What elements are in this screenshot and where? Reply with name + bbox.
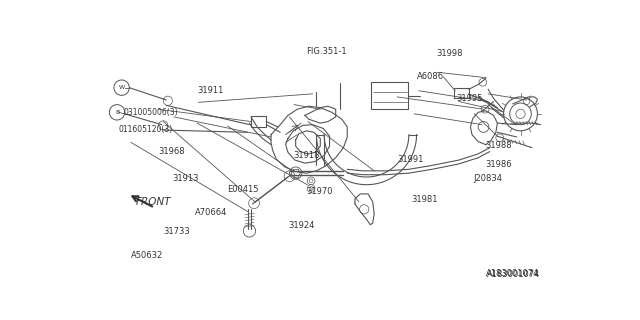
- Text: A50632: A50632: [131, 251, 163, 260]
- Text: A183001074: A183001074: [486, 269, 539, 278]
- Text: 31924: 31924: [289, 221, 315, 230]
- Bar: [371, 82, 408, 109]
- Text: 31988: 31988: [486, 141, 513, 150]
- Text: 31998: 31998: [436, 49, 463, 58]
- Text: E00415: E00415: [227, 185, 259, 195]
- Text: 31986: 31986: [486, 160, 513, 169]
- Text: A183001074: A183001074: [486, 269, 540, 278]
- Text: J20834: J20834: [474, 174, 502, 183]
- Text: 31991: 31991: [397, 155, 424, 164]
- Text: 31733: 31733: [163, 227, 189, 236]
- Text: 31918: 31918: [294, 151, 320, 160]
- Bar: [251, 116, 266, 127]
- Text: A6086: A6086: [417, 72, 444, 81]
- Text: 31981: 31981: [412, 195, 438, 204]
- Text: 31995: 31995: [456, 94, 483, 103]
- Text: 011605120(3): 011605120(3): [118, 125, 173, 134]
- Text: 31968: 31968: [158, 147, 184, 156]
- Text: 31970: 31970: [306, 187, 332, 196]
- Text: FRONT: FRONT: [136, 196, 171, 207]
- Text: 31913: 31913: [173, 174, 199, 183]
- Text: 31911: 31911: [197, 86, 224, 95]
- Text: A70664: A70664: [195, 208, 227, 217]
- Text: 031005006(3): 031005006(3): [124, 108, 178, 117]
- Text: FIG.351-1: FIG.351-1: [306, 47, 346, 56]
- Text: B: B: [115, 110, 119, 115]
- Text: W: W: [118, 85, 125, 90]
